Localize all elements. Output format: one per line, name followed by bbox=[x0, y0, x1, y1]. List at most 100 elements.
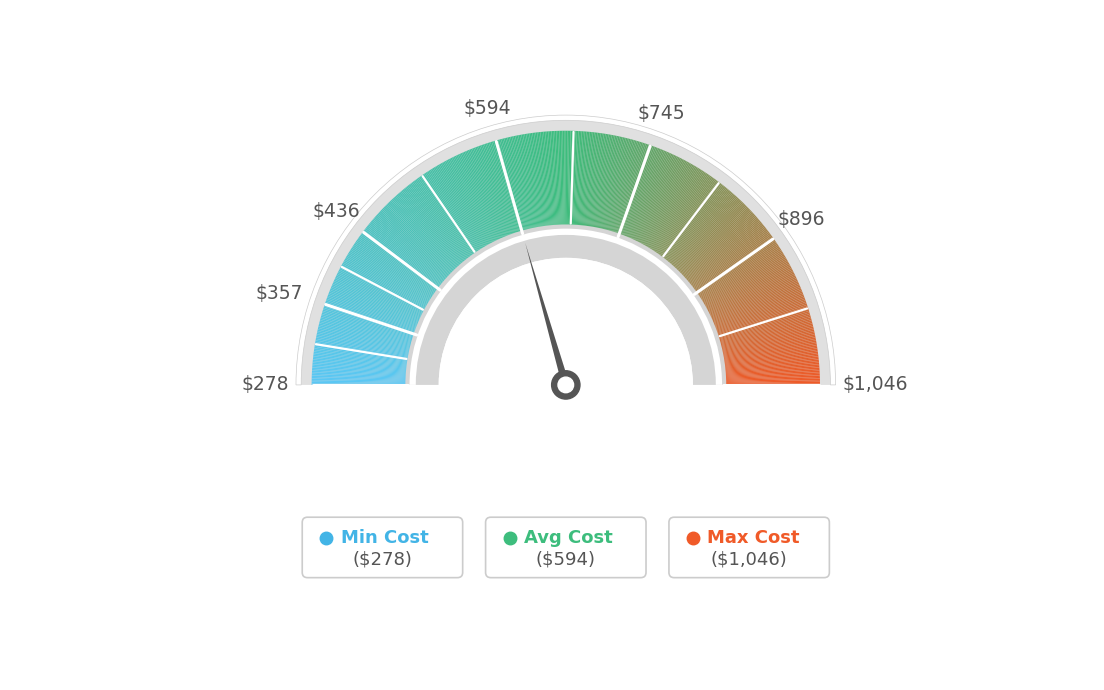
Wedge shape bbox=[643, 164, 692, 249]
Wedge shape bbox=[587, 133, 603, 230]
Wedge shape bbox=[532, 132, 546, 230]
Wedge shape bbox=[681, 215, 755, 281]
Wedge shape bbox=[683, 217, 757, 282]
Wedge shape bbox=[614, 143, 646, 237]
Wedge shape bbox=[716, 317, 811, 344]
Wedge shape bbox=[721, 361, 819, 371]
Wedge shape bbox=[668, 193, 734, 268]
Wedge shape bbox=[489, 142, 519, 236]
Wedge shape bbox=[665, 188, 728, 264]
Wedge shape bbox=[638, 160, 686, 247]
Wedge shape bbox=[326, 300, 418, 334]
Wedge shape bbox=[434, 167, 486, 251]
Wedge shape bbox=[588, 133, 604, 230]
Wedge shape bbox=[667, 191, 732, 266]
Wedge shape bbox=[722, 374, 820, 379]
Wedge shape bbox=[390, 201, 458, 273]
Wedge shape bbox=[596, 135, 616, 232]
Wedge shape bbox=[582, 132, 593, 230]
Wedge shape bbox=[468, 150, 507, 241]
Wedge shape bbox=[571, 131, 575, 229]
Wedge shape bbox=[718, 323, 813, 348]
Wedge shape bbox=[711, 293, 804, 329]
Wedge shape bbox=[464, 152, 503, 242]
Wedge shape bbox=[315, 344, 412, 360]
Wedge shape bbox=[528, 133, 543, 230]
Wedge shape bbox=[343, 259, 429, 308]
Wedge shape bbox=[449, 159, 495, 246]
Wedge shape bbox=[420, 177, 476, 257]
Wedge shape bbox=[543, 132, 553, 229]
Wedge shape bbox=[574, 131, 581, 229]
Wedge shape bbox=[696, 244, 778, 299]
Wedge shape bbox=[668, 192, 733, 267]
Wedge shape bbox=[429, 170, 482, 253]
Wedge shape bbox=[649, 170, 702, 253]
Wedge shape bbox=[652, 173, 708, 255]
Wedge shape bbox=[312, 364, 410, 373]
Wedge shape bbox=[455, 156, 498, 244]
Wedge shape bbox=[618, 145, 651, 238]
Wedge shape bbox=[703, 265, 790, 313]
Wedge shape bbox=[526, 134, 542, 230]
Wedge shape bbox=[633, 155, 676, 244]
Wedge shape bbox=[416, 178, 475, 259]
Wedge shape bbox=[704, 266, 792, 313]
Wedge shape bbox=[367, 226, 444, 288]
Wedge shape bbox=[460, 153, 502, 243]
Wedge shape bbox=[328, 295, 420, 330]
Wedge shape bbox=[708, 278, 797, 320]
Wedge shape bbox=[404, 188, 467, 264]
Wedge shape bbox=[711, 291, 803, 328]
Wedge shape bbox=[331, 286, 422, 325]
Wedge shape bbox=[688, 226, 766, 288]
Wedge shape bbox=[393, 197, 460, 270]
Wedge shape bbox=[403, 189, 466, 265]
Wedge shape bbox=[415, 179, 474, 259]
Wedge shape bbox=[380, 211, 452, 279]
Wedge shape bbox=[501, 139, 527, 234]
Wedge shape bbox=[607, 140, 635, 235]
Text: ($1,046): ($1,046) bbox=[711, 551, 787, 569]
Wedge shape bbox=[397, 193, 464, 268]
Wedge shape bbox=[686, 221, 762, 285]
Wedge shape bbox=[534, 132, 548, 230]
Wedge shape bbox=[599, 137, 623, 233]
Wedge shape bbox=[615, 144, 647, 237]
Wedge shape bbox=[381, 210, 453, 278]
Wedge shape bbox=[585, 132, 599, 230]
Wedge shape bbox=[617, 145, 650, 237]
Wedge shape bbox=[325, 302, 418, 335]
Wedge shape bbox=[385, 205, 455, 275]
Wedge shape bbox=[406, 186, 468, 264]
Wedge shape bbox=[351, 247, 434, 301]
Wedge shape bbox=[370, 221, 446, 285]
Wedge shape bbox=[335, 278, 424, 320]
Wedge shape bbox=[315, 342, 412, 359]
Wedge shape bbox=[349, 251, 433, 304]
Wedge shape bbox=[605, 139, 630, 234]
Wedge shape bbox=[570, 131, 574, 228]
Polygon shape bbox=[526, 243, 570, 386]
Wedge shape bbox=[336, 277, 424, 319]
Wedge shape bbox=[438, 258, 693, 385]
Wedge shape bbox=[396, 195, 463, 268]
Wedge shape bbox=[546, 131, 555, 229]
Wedge shape bbox=[566, 130, 569, 228]
Wedge shape bbox=[569, 131, 572, 228]
Wedge shape bbox=[311, 374, 410, 379]
Circle shape bbox=[558, 377, 574, 393]
Wedge shape bbox=[611, 141, 640, 235]
Wedge shape bbox=[712, 295, 804, 330]
Wedge shape bbox=[311, 379, 410, 382]
Wedge shape bbox=[626, 150, 666, 241]
Wedge shape bbox=[362, 232, 442, 291]
Wedge shape bbox=[682, 215, 756, 282]
Wedge shape bbox=[655, 175, 711, 257]
Wedge shape bbox=[684, 220, 761, 284]
Wedge shape bbox=[720, 340, 816, 359]
Wedge shape bbox=[618, 146, 654, 238]
Wedge shape bbox=[405, 224, 726, 385]
Wedge shape bbox=[478, 146, 513, 238]
Wedge shape bbox=[710, 287, 800, 326]
